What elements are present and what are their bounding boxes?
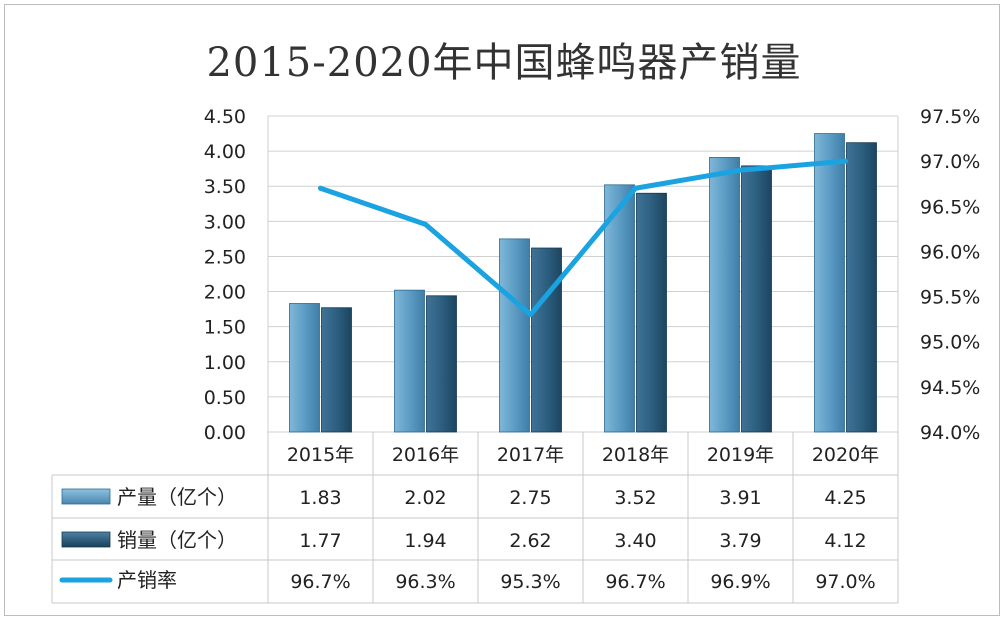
x-category-label: 2019年 [707,444,774,466]
data-label: 3.91 [719,487,761,509]
data-label: 96.9% [710,571,770,593]
data-label: 1.77 [299,530,341,552]
bar-sales [741,165,772,433]
y-left-tick-label: 3.50 [204,176,246,198]
bar-sales [321,307,352,433]
data-label: 3.52 [614,487,656,509]
y-right-tick-label: 95.5% [920,287,980,309]
data-label: 2.02 [404,487,446,509]
x-category-label: 2020年 [812,444,879,466]
line-point-sales-rate [738,167,743,173]
bar-sales [636,192,667,433]
bar-production [394,289,425,433]
y-right-tick-label: 96.5% [920,196,980,218]
legend-key-production [61,488,111,505]
y-right-tick-label: 97.0% [920,151,980,173]
y-left-tick-label: 0.50 [204,387,246,409]
y-left-tick-label: 3.00 [204,211,246,233]
data-label: 96.7% [290,571,350,593]
x-category-label: 2017年 [497,444,564,466]
legend-label-sales: 销量（亿个） [117,528,237,552]
x-category-label: 2018年 [602,444,669,466]
data-label: 4.25 [824,487,866,509]
line-sales-rate [318,158,848,318]
y-left-tick-label: 0.00 [204,422,246,444]
data-label: 95.3% [500,571,560,593]
legend-key-sales [61,531,111,548]
bar-sales [531,247,562,433]
data-label: 1.83 [299,487,341,509]
y-left-tick-label: 1.50 [204,317,246,339]
y-left-tick-label: 4.50 [204,106,246,128]
data-label: 2.62 [509,530,551,552]
y-left-tick-label: 1.00 [204,352,246,374]
data-label: 3.40 [614,530,656,552]
data-label: 96.3% [395,571,455,593]
y-left-tick-label: 2.00 [204,282,246,304]
y-left-tick-label: 4.00 [204,141,246,163]
bar-sales [426,295,457,433]
bar-production [604,184,635,433]
line-point-sales-rate [318,185,323,191]
y-right-tick-label: 94.0% [920,422,980,444]
y-right-tick-label: 95.0% [920,332,980,354]
bar-sales [846,142,877,433]
data-label: 96.7% [605,571,665,593]
y-right-tick-label: 96.0% [920,241,980,263]
line-point-sales-rate [843,158,848,164]
legend-label-production: 产量（亿个） [117,485,237,509]
data-label: 3.79 [719,530,761,552]
legend-label-sales-rate: 产销率 [117,568,177,592]
y-left-tick-label: 2.50 [204,246,246,268]
bar-production [289,303,320,433]
bar-production [814,133,845,433]
bar-production [709,157,740,433]
data-label: 1.94 [404,530,446,552]
line-point-sales-rate [423,221,428,227]
line-point-sales-rate [633,185,638,191]
x-category-label: 2016年 [392,444,459,466]
x-category-label: 2015年 [287,444,354,466]
bar-production [499,238,530,433]
data-label: 2.75 [509,487,551,509]
y-right-tick-label: 94.5% [920,377,980,399]
line-point-sales-rate [528,312,533,318]
data-label: 4.12 [824,530,866,552]
data-label: 97.0% [815,571,875,593]
y-right-tick-label: 97.5% [920,106,980,128]
chart-title: 2015-2020年中国蜂鸣器产销量 [206,40,802,86]
